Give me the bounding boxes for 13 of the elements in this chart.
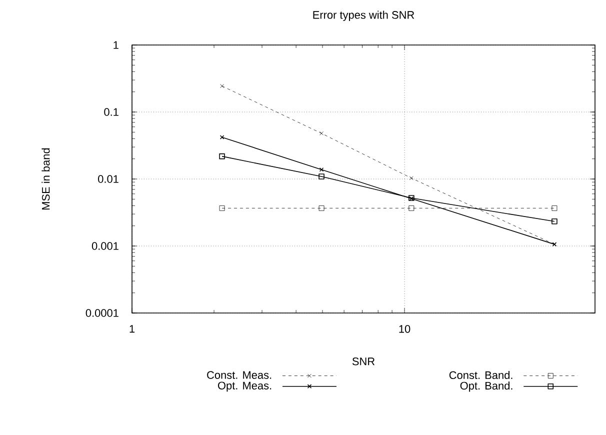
y-tick-label: 1 bbox=[114, 41, 118, 49]
y-tick-label: 0.01 bbox=[98, 175, 118, 183]
chart-title: Error types with SNR bbox=[313, 10, 414, 21]
legend-label: Opt. Meas. bbox=[218, 382, 272, 392]
y-axis-title: MSE in band bbox=[42, 148, 50, 210]
y-tick-label: 0.1 bbox=[104, 108, 118, 116]
legend-label: Opt. Band. bbox=[460, 382, 512, 392]
legend-label: Const. Meas. bbox=[207, 371, 272, 379]
legend-label: Const. Band. bbox=[449, 370, 512, 380]
x-axis-title: SNR bbox=[352, 358, 375, 366]
x-tick-label: 10 bbox=[399, 325, 410, 333]
y-tick-label: 0.0001 bbox=[86, 309, 118, 317]
y-tick-label: 0.001 bbox=[92, 242, 118, 250]
